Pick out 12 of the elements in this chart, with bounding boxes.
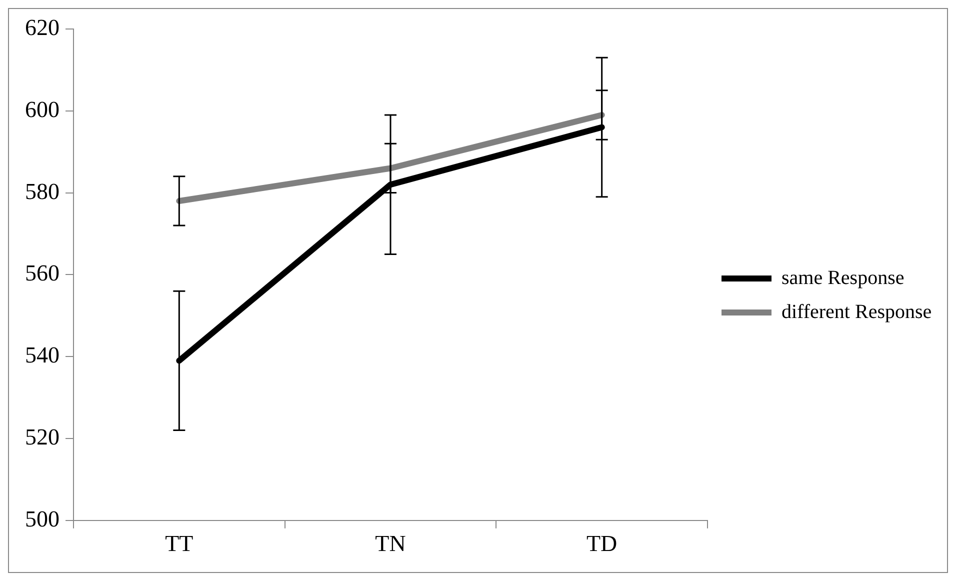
x-tick-label: TN [375, 531, 406, 556]
y-tick-label: 600 [25, 96, 60, 122]
x-tick-label: TD [586, 531, 618, 556]
legend-label: different Response [782, 300, 932, 323]
y-tick-label: 620 [25, 15, 60, 40]
x-tick-label: TT [165, 531, 194, 556]
y-tick-label: 540 [25, 342, 60, 368]
y-tick-label: 520 [25, 424, 60, 450]
legend-label: same Response [782, 266, 904, 289]
y-tick-label: 500 [25, 506, 60, 532]
y-tick-label: 560 [25, 260, 60, 286]
y-tick-label: 580 [25, 178, 60, 204]
